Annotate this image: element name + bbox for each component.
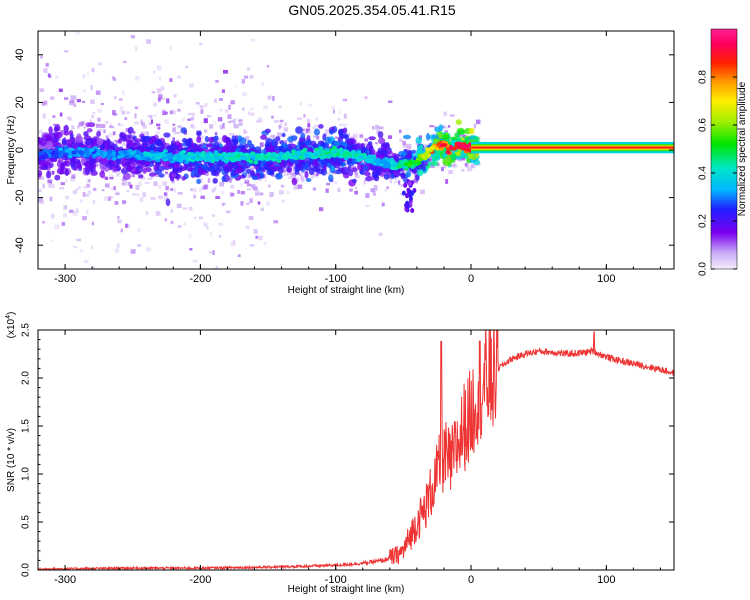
snr-y-tick-label: 0.5 <box>21 515 32 529</box>
colorbar-tick-label: 0.8 <box>698 70 709 84</box>
colorbar-tick-label: 0.6 <box>698 118 709 132</box>
snr-x-label: Height of straight line (km) <box>288 584 405 595</box>
spectrogram-x-tick-label: 0 <box>468 273 474 285</box>
spectrogram-y-axis: -40 -20 0 20 40 <box>14 49 674 253</box>
spectrogram-y-tick-label: -20 <box>14 190 26 206</box>
colorbar-tick-label: 0.0 <box>698 262 709 276</box>
colorbar-tick-label: 0.2 <box>698 214 709 228</box>
snr-x-tick-label: -200 <box>189 574 211 586</box>
spectrogram-y-label: Frequency (Hz) <box>6 116 17 185</box>
colorbar-label: Normalized spectral amplitude <box>737 81 748 216</box>
snr-series-line <box>38 330 674 570</box>
snr-x-tick-label: 0 <box>468 574 474 586</box>
spectrogram-x-tick-label: -300 <box>54 273 76 285</box>
snr-scale-text: (x104) <box>5 312 17 339</box>
colorbar-tick-label: 0.4 <box>698 166 709 180</box>
snr-frame <box>37 329 675 571</box>
spectrogram-x-tick-label: 100 <box>597 273 615 285</box>
snr-x-tick-label: -300 <box>54 574 76 586</box>
spectrogram-x-tick-label: -100 <box>325 273 347 285</box>
spectrogram-y-tick-label: 20 <box>14 96 26 108</box>
snr-background <box>38 330 674 570</box>
colorbar: 0.0 0.2 0.4 0.6 0.8 Normalized spectral ampl… <box>698 28 748 276</box>
snr-y-tick-label: 1.5 <box>21 419 32 433</box>
snr-y-axis: 0.0 0.5 1.0 1.5 2.0 2.5 <box>21 323 674 577</box>
snr-y-tick-label: 0.0 <box>21 563 32 577</box>
spectrogram-x-tick-label: -200 <box>189 273 211 285</box>
spectrogram-ridge <box>38 140 674 171</box>
spectrogram-x-label: Height of straight line (km) <box>288 285 405 296</box>
snr-x-tick-label: -100 <box>325 574 347 586</box>
colorbar-gradient <box>710 28 738 270</box>
snr-x-axis: -300 -200 -100 0 100 <box>54 330 661 586</box>
spectrogram-y-tick-label: 0 <box>14 147 26 153</box>
snr-panel: -300 -200 -100 0 100 0.0 0.5 1.0 1.5 2.0 2.5 Heig… <box>5 312 675 595</box>
chart-title: GN05.2025.354.05.41.R15 <box>288 2 456 18</box>
snr-scale-label: (x104) <box>5 312 17 339</box>
spectrogram-y-tick-label: -40 <box>14 237 26 253</box>
spectrogram-y-tick-label: 40 <box>14 49 26 61</box>
colorbar-ticks: 0.0 0.2 0.4 0.6 0.8 <box>698 70 737 276</box>
snr-x-tick-label: 100 <box>597 574 615 586</box>
snr-y-tick-label: 2.5 <box>21 323 32 337</box>
snr-y-label: SNR (10 * v/v) <box>6 428 17 492</box>
snr-y-tick-label: 2.0 <box>21 371 32 385</box>
snr-y-tick-label: 1.0 <box>21 467 32 481</box>
spectrogram-x-axis: -300 -200 -100 0 100 <box>54 31 661 285</box>
